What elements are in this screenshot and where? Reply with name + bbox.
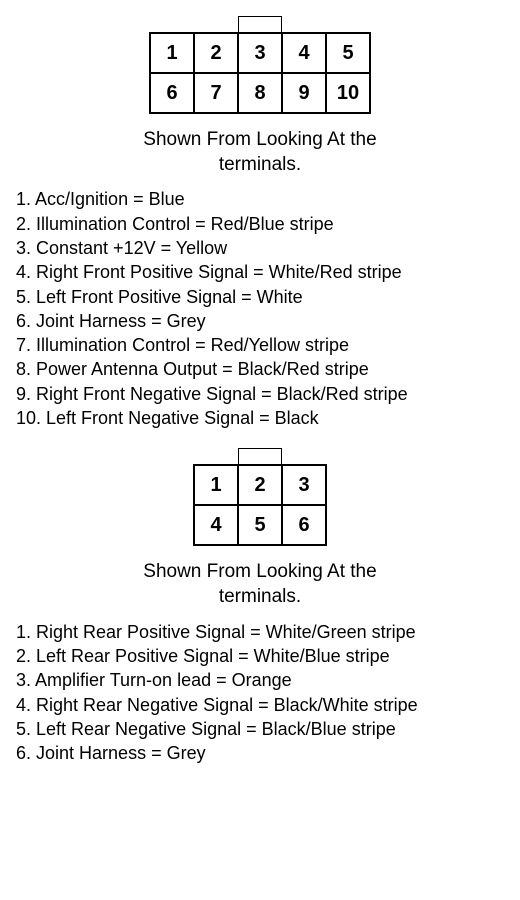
list-number: 6.	[16, 311, 31, 331]
list-number: 4.	[16, 262, 31, 282]
connector-a-grid: 12345 678910	[149, 32, 371, 114]
list-label: Constant +12V = Yellow	[31, 238, 227, 258]
connector-a-diagram: 12345 678910	[12, 16, 508, 114]
list-number: 10.	[16, 408, 41, 428]
list-label: Right Rear Positive Signal = White/Green…	[31, 622, 416, 642]
connector-a-pin-cell: 6	[150, 73, 194, 113]
connector-b-pin-cell: 6	[282, 505, 326, 545]
connector-b-pin-list: 1. Right Rear Positive Signal = White/Gr…	[12, 620, 508, 766]
caption-text: terminals.	[219, 154, 301, 175]
list-label: Right Front Negative Signal = Black/Red …	[31, 384, 408, 404]
connector-b-pin-cell: 5	[238, 505, 282, 545]
connector-b-pin-desc: 6. Joint Harness = Grey	[16, 741, 508, 765]
list-label: Left Rear Negative Signal = Black/Blue s…	[31, 719, 396, 739]
connector-a-tab	[238, 16, 282, 32]
connector-a-pin-desc: 5. Left Front Positive Signal = White	[16, 285, 508, 309]
connector-a-pin-list: 1. Acc/Ignition = Blue2. Illumination Co…	[12, 187, 508, 430]
list-number: 6.	[16, 743, 31, 763]
connector-a-pin-cell: 4	[282, 33, 326, 73]
list-number: 8.	[16, 359, 31, 379]
list-number: 7.	[16, 335, 31, 355]
connector-a-pin-cell: 8	[238, 73, 282, 113]
connector-a-pin-cell: 9	[282, 73, 326, 113]
connector-b-tab	[238, 448, 282, 464]
connector-a-pin-cell: 2	[194, 33, 238, 73]
list-number: 4.	[16, 695, 31, 715]
list-number: 1.	[16, 622, 31, 642]
page: 12345678910 Shown From Looking At the te…	[0, 0, 520, 794]
list-number: 3.	[16, 670, 31, 690]
caption-text: Shown From Looking At the	[143, 129, 376, 150]
caption-text: terminals.	[219, 586, 301, 607]
connector-a-pin-desc: 1. Acc/Ignition = Blue	[16, 187, 508, 211]
list-label: Left Front Negative Signal = Black	[41, 408, 319, 428]
list-label: Right Front Positive Signal = White/Red …	[31, 262, 402, 282]
list-label: Left Front Positive Signal = White	[31, 287, 303, 307]
list-label: Acc/Ignition = Blue	[31, 189, 185, 209]
connector-a-pin-cell: 7	[194, 73, 238, 113]
connector-a-pin-desc: 6. Joint Harness = Grey	[16, 309, 508, 333]
list-label: Joint Harness = Grey	[31, 311, 206, 331]
connector-b-pin-cell: 4	[194, 505, 238, 545]
list-number: 3.	[16, 238, 31, 258]
connector-a-pin-cell: 1	[150, 33, 194, 73]
list-label: Illumination Control = Red/Blue stripe	[31, 214, 334, 234]
connector-b-pin-cell: 3	[282, 465, 326, 505]
connector-b-pin-desc: 2. Left Rear Positive Signal = White/Blu…	[16, 644, 508, 668]
connector-a-pin-cell: 10	[326, 73, 370, 113]
connector-b-pin-cell: 1	[194, 465, 238, 505]
connector-a-pin-desc: 3. Constant +12V = Yellow	[16, 236, 508, 260]
list-label: Amplifier Turn-on lead = Orange	[31, 670, 292, 690]
connector-a-pin-desc: 7. Illumination Control = Red/Yellow str…	[16, 333, 508, 357]
connector-b-pin-desc: 3. Amplifier Turn-on lead = Orange	[16, 668, 508, 692]
list-number: 2.	[16, 646, 31, 666]
connector-a-pin-desc: 9. Right Front Negative Signal = Black/R…	[16, 382, 508, 406]
connector-a-pin-desc: 4. Right Front Positive Signal = White/R…	[16, 260, 508, 284]
connector-b-pin-desc: 5. Left Rear Negative Signal = Black/Blu…	[16, 717, 508, 741]
connector-b-pin-desc: 4. Right Rear Negative Signal = Black/Wh…	[16, 693, 508, 717]
caption-text: Shown From Looking At the	[143, 561, 376, 582]
list-label: Left Rear Positive Signal = White/Blue s…	[31, 646, 390, 666]
list-number: 2.	[16, 214, 31, 234]
connector-a-pin-desc: 2. Illumination Control = Red/Blue strip…	[16, 212, 508, 236]
list-number: 5.	[16, 719, 31, 739]
list-number: 1.	[16, 189, 31, 209]
connector-a-pin-cell: 3	[238, 33, 282, 73]
list-label: Power Antenna Output = Black/Red stripe	[31, 359, 369, 379]
list-label: Joint Harness = Grey	[31, 743, 206, 763]
connector-a-pin-desc: 8. Power Antenna Output = Black/Red stri…	[16, 357, 508, 381]
connector-a-pin-cell: 5	[326, 33, 370, 73]
connector-b-caption: Shown From Looking At the terminals.	[12, 560, 508, 609]
connector-b-pin-cell: 2	[238, 465, 282, 505]
list-label: Illumination Control = Red/Yellow stripe	[31, 335, 349, 355]
connector-b-diagram: 123 456	[12, 448, 508, 546]
connector-a-caption: Shown From Looking At the terminals.	[12, 128, 508, 177]
list-number: 9.	[16, 384, 31, 404]
list-number: 5.	[16, 287, 31, 307]
connector-a-pin-desc: 10. Left Front Negative Signal = Black	[16, 406, 508, 430]
list-label: Right Rear Negative Signal = Black/White…	[31, 695, 418, 715]
connector-b-pin-desc: 1. Right Rear Positive Signal = White/Gr…	[16, 620, 508, 644]
connector-b-grid: 123 456	[193, 464, 327, 546]
